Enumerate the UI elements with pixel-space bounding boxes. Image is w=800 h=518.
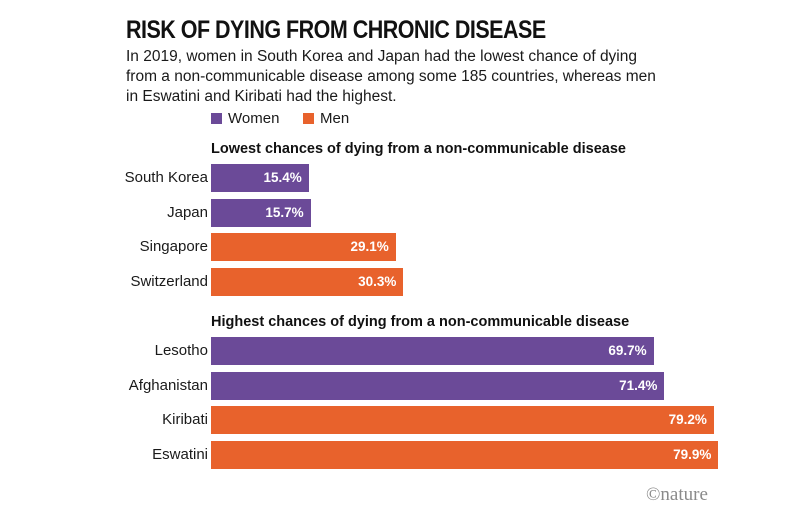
bar-row: Lesotho 69.7% [0,337,800,365]
chart-title: RISK OF DYING FROM CHRONIC DISEASE [126,16,546,44]
bar-category-label: Afghanistan [128,376,208,394]
bar-category-label: South Korea [124,169,208,186]
bar-category-label: Eswatini [152,445,208,463]
bar-category-label: Singapore [139,238,208,255]
bar-value-label: 29.1% [350,239,389,254]
bar: 69.7% [211,337,654,365]
bar: 15.4% [211,164,309,192]
legend-label-men: Men [320,110,350,127]
bar: 71.4% [211,371,665,400]
legend-swatch-men [303,112,314,124]
bar-row: Singapore 29.1% [0,233,800,261]
bar-row: Kiribati 79.2% [0,406,800,434]
bar-value-label: 15.7% [265,204,304,220]
bar-row: Switzerland 30.3% [0,267,800,296]
bar-row: South Korea 15.4% [0,164,800,192]
bar-value-label: 15.4% [263,170,302,185]
bar: 79.9% [211,440,719,469]
bar-value-label: 69.7% [608,343,647,358]
bar: 79.2% [211,406,714,434]
bar: 29.1% [211,233,396,261]
legend-label-women: Women [228,110,280,127]
bar-row: Japan 15.7% [0,198,800,227]
bar-value-label: 79.9% [673,446,712,462]
legend-swatch-women [211,112,222,124]
bar-value-label: 30.3% [358,273,397,289]
bar-category-label: Kiribati [162,411,208,428]
bar-value-label: 79.2% [668,412,707,427]
chart-subtitle: In 2019, women in South Korea and Japan … [126,48,656,105]
bar-value-label: 71.4% [619,377,658,393]
bar-category-label: Japan [167,203,208,221]
bar: 15.7% [211,198,311,227]
legend-item-women: Women [211,110,279,127]
bar-row: Eswatini 79.9% [0,440,800,469]
bar-category-label: Lesotho [154,342,208,359]
bar-category-label: Switzerland [130,272,208,290]
bar-row: Afghanistan 71.4% [0,371,800,400]
nature-logo: ©nature [646,484,708,505]
section-title-highest: Highest chances of dying from a non-comm… [211,314,630,330]
bar: 30.3% [211,267,404,296]
legend-item-men: Men [303,110,349,127]
section-title-lowest: Lowest chances of dying from a non-commu… [211,141,626,157]
